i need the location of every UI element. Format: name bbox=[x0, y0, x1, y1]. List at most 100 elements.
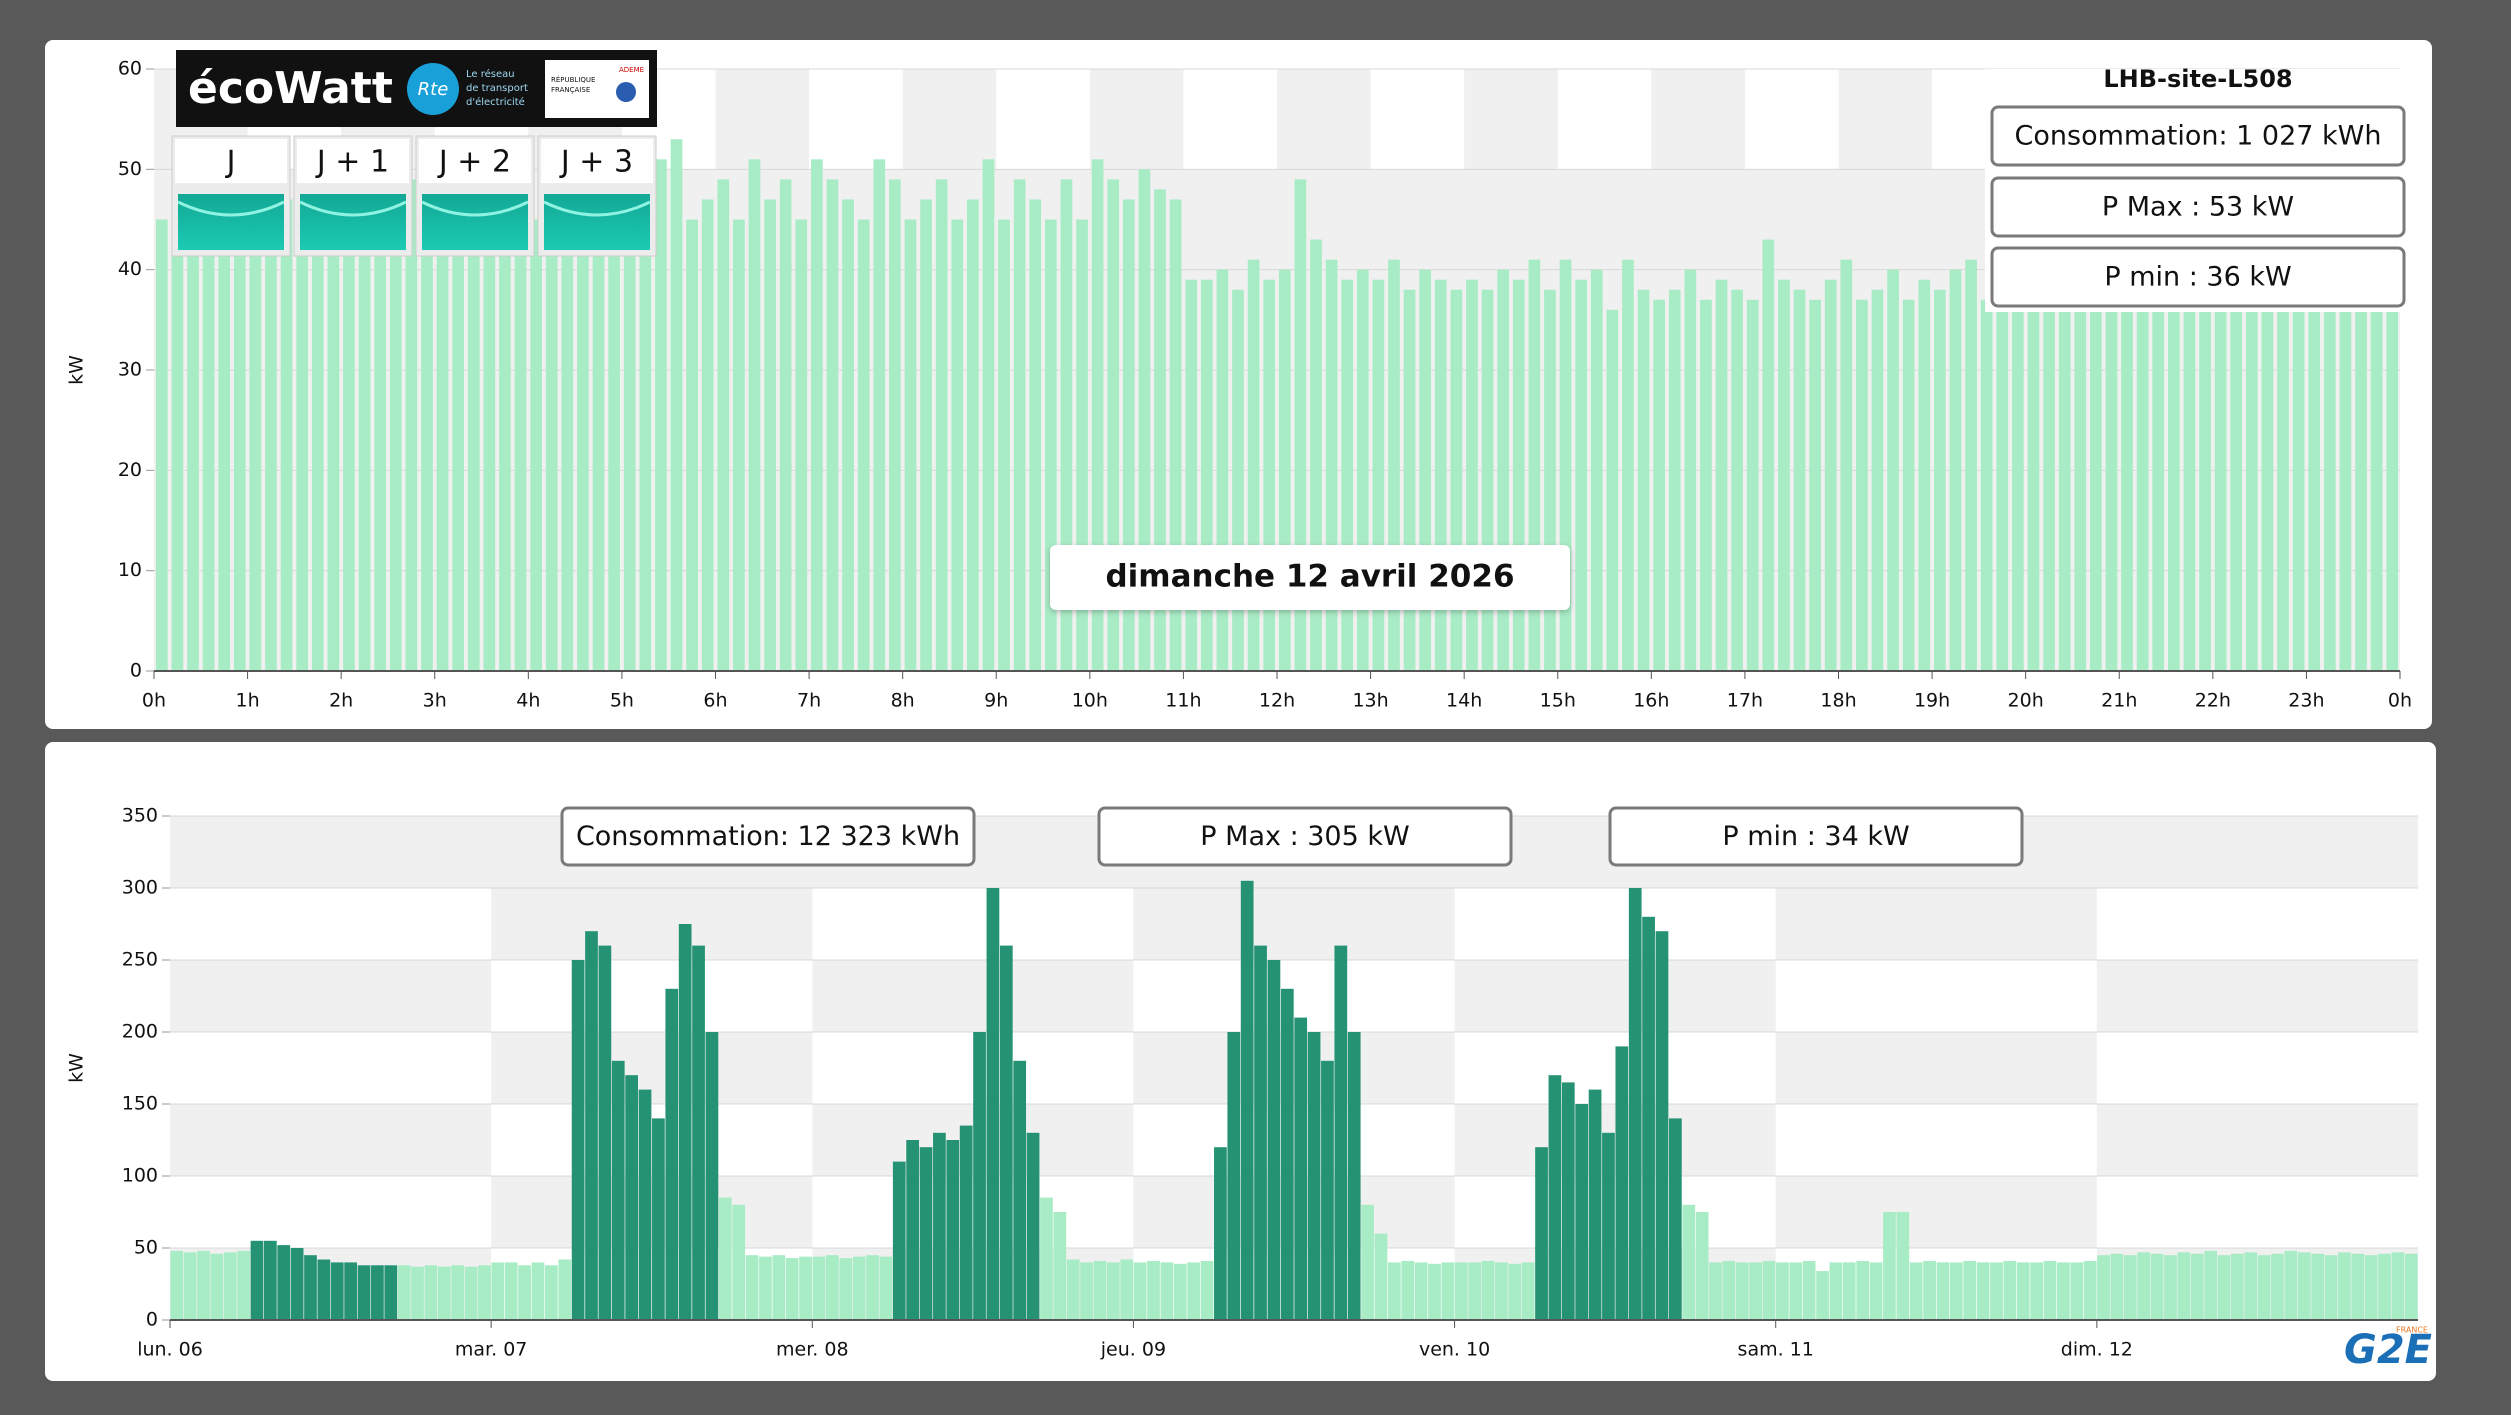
x-tick-label: 1h bbox=[236, 690, 260, 712]
bar bbox=[999, 945, 1013, 1320]
bar bbox=[155, 219, 168, 671]
bar bbox=[1561, 1082, 1575, 1320]
bar bbox=[421, 219, 433, 671]
bar bbox=[1401, 1260, 1415, 1320]
bar bbox=[357, 1265, 371, 1320]
bar bbox=[842, 199, 854, 671]
bar bbox=[1374, 1233, 1388, 1320]
bar bbox=[1622, 259, 1634, 671]
bar bbox=[1232, 289, 1244, 671]
bar bbox=[1575, 1104, 1589, 1320]
bar bbox=[2012, 269, 2024, 671]
bar bbox=[779, 179, 792, 671]
bar bbox=[1091, 159, 1104, 672]
bar bbox=[2090, 299, 2102, 671]
bar bbox=[1709, 1262, 1722, 1320]
y-tick-label: 0 bbox=[130, 660, 142, 682]
bar bbox=[1735, 1262, 1749, 1320]
bar bbox=[2214, 269, 2227, 671]
bar bbox=[2105, 259, 2118, 671]
bar bbox=[1263, 279, 1276, 671]
bar bbox=[625, 1075, 638, 1320]
bar bbox=[1793, 289, 1806, 671]
bar bbox=[2043, 1260, 2057, 1320]
bar bbox=[1749, 1262, 1762, 1320]
rte-text: d'électricité bbox=[466, 96, 525, 108]
summary-box bbox=[1608, 806, 2024, 867]
bar bbox=[1528, 259, 1541, 671]
bar bbox=[1512, 279, 1525, 671]
bar bbox=[1044, 219, 1057, 671]
summary-label: P min : 36 kW bbox=[2104, 262, 2291, 293]
bar bbox=[585, 931, 598, 1320]
bar bbox=[1789, 1262, 1803, 1320]
bar bbox=[250, 1240, 264, 1320]
x-tick-label: 0h bbox=[142, 690, 166, 712]
bar bbox=[1521, 1262, 1535, 1320]
bar bbox=[892, 1161, 906, 1320]
day-signal bbox=[544, 194, 650, 250]
bar bbox=[2297, 1252, 2311, 1320]
bar bbox=[959, 1125, 973, 1320]
plot-band bbox=[491, 1248, 813, 1320]
bar bbox=[1227, 1032, 1241, 1320]
plot-band bbox=[1557, 69, 1652, 170]
bar bbox=[1325, 259, 1338, 671]
plot-band bbox=[1744, 69, 1839, 170]
bar bbox=[1871, 289, 1884, 671]
bar bbox=[1695, 1212, 1709, 1320]
bar bbox=[1778, 279, 1790, 671]
bar bbox=[919, 1147, 933, 1320]
g2e-logo: G2E bbox=[2344, 1327, 2432, 1373]
bar bbox=[280, 199, 293, 671]
bar bbox=[2070, 1262, 2084, 1320]
plot-band bbox=[1133, 1104, 1455, 1176]
bar bbox=[2231, 1253, 2244, 1320]
bar bbox=[920, 199, 932, 671]
bar bbox=[311, 219, 324, 671]
week-chart: 0 50 100 150 200 250 300 350 kW lun. 06 mar. 07 mer… bbox=[66, 805, 2418, 1361]
bar bbox=[2043, 269, 2055, 671]
bar bbox=[1669, 1118, 1682, 1320]
bar bbox=[1575, 279, 1587, 671]
date-label: dimanche 12 avril 2026 bbox=[1105, 559, 1514, 595]
y-tick-label: 300 bbox=[122, 877, 158, 899]
bar bbox=[233, 199, 246, 671]
bar bbox=[223, 1252, 237, 1320]
x-tick-label: dim. 12 bbox=[2061, 1339, 2133, 1361]
plot-band bbox=[170, 1032, 492, 1104]
day-label-bg bbox=[175, 139, 287, 183]
bar bbox=[611, 1060, 625, 1320]
bar bbox=[2121, 279, 2133, 671]
bar bbox=[946, 1140, 960, 1320]
bar bbox=[304, 1255, 317, 1320]
bar bbox=[1138, 169, 1151, 672]
bar bbox=[1187, 1262, 1200, 1320]
bar bbox=[826, 179, 839, 671]
day-signal bbox=[178, 194, 284, 250]
day-label: J bbox=[225, 145, 236, 180]
x-tick-label: 0h bbox=[2388, 690, 2412, 712]
summary-box bbox=[1990, 246, 2406, 308]
g2e-sub: FRANCE bbox=[2396, 1326, 2428, 1335]
bar bbox=[772, 1255, 786, 1320]
plot-band bbox=[2096, 888, 2418, 960]
bar bbox=[1441, 1262, 1455, 1320]
x-tick-label: 15h bbox=[1540, 690, 1576, 712]
bar bbox=[411, 1266, 424, 1320]
x-tick-label: 21h bbox=[2101, 690, 2137, 712]
x-tick-label: 16h bbox=[1633, 690, 1669, 712]
bar bbox=[2292, 269, 2305, 671]
bar bbox=[249, 219, 262, 671]
bar bbox=[1029, 199, 1042, 671]
day-signal-wave bbox=[177, 200, 285, 217]
y-tick-label: 10 bbox=[118, 559, 142, 581]
plot-band bbox=[1370, 69, 1465, 170]
bar bbox=[1746, 299, 1759, 671]
bar bbox=[1949, 269, 1962, 671]
x-tick-label: 6h bbox=[703, 690, 727, 712]
bar bbox=[935, 179, 948, 671]
bar bbox=[1160, 1262, 1174, 1320]
bar bbox=[2308, 279, 2321, 671]
bar bbox=[889, 179, 901, 671]
